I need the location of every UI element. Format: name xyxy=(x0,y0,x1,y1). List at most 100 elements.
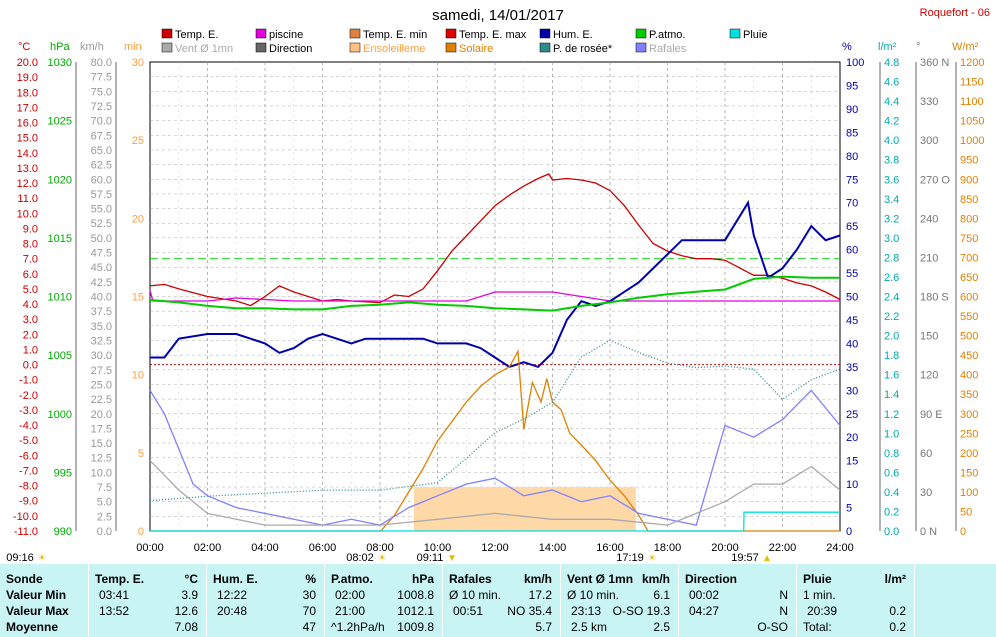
stats-table: Sonde Valeur Min Valeur Max Moyenne Temp… xyxy=(0,564,996,637)
dir-tick-label: 240 xyxy=(920,213,938,225)
hum-tick-label: 75 xyxy=(846,174,858,186)
solar-tick-label: 950 xyxy=(960,155,978,167)
temp-tick-label: 11.0 xyxy=(17,193,38,205)
hum-min-time: 12:22 xyxy=(217,588,248,602)
temp-tick-label: 16.0 xyxy=(17,118,38,130)
wind-tick-label: 37.5 xyxy=(91,306,112,318)
time-tick-label: 08:00 xyxy=(366,542,394,554)
hum-tick-label: 65 xyxy=(846,221,858,233)
temp-tick-label: 2.0 xyxy=(23,329,38,341)
min-tick-label: 25 xyxy=(132,135,144,147)
rain-tick-label: 1.6 xyxy=(884,370,899,382)
temp-tick-label: 14.0 xyxy=(17,148,38,160)
stats-header-temp: Temp. E. xyxy=(95,572,145,586)
wind-tick-label: 47.5 xyxy=(91,248,112,260)
rain-tick-label: 3.6 xyxy=(884,174,899,186)
temp-tick-label: -4.0 xyxy=(19,420,38,432)
legend-label: Temp. E. min xyxy=(363,29,427,41)
hum-tick-label: 30 xyxy=(846,385,858,397)
wind-tick-label: 35.0 xyxy=(91,321,112,333)
legend-label: Rafales xyxy=(649,43,687,55)
wind-tick-label: 55.0 xyxy=(91,204,112,216)
hum-tick-label: 25 xyxy=(846,409,858,421)
rain-tick-label: 1.0 xyxy=(884,428,899,440)
temp-tick-label: -5.0 xyxy=(19,435,38,447)
temp-tick-label: 15.0 xyxy=(17,133,38,145)
temp-tick-label: -2.0 xyxy=(19,390,38,402)
rain-tick-label: 0.6 xyxy=(884,467,899,479)
row-label-avg: Moyenne xyxy=(6,620,59,634)
dir-tick-label: 210 xyxy=(920,252,938,264)
solar-tick-label: 800 xyxy=(960,213,978,225)
stats-unit-hum: % xyxy=(305,572,316,586)
hum-tick-label: 50 xyxy=(846,292,858,304)
wind-tick-label: 12.5 xyxy=(91,453,112,465)
wind-tick-label: 15.0 xyxy=(91,438,112,450)
series-line-solaire xyxy=(150,348,840,532)
rain-tick-label: 2.6 xyxy=(884,272,899,284)
hum-tick-label: 70 xyxy=(846,198,858,210)
stats-header-gust: Rafales xyxy=(449,572,492,586)
station-name: Roquefort - 06 xyxy=(920,7,990,19)
hum-avg-value: 47 xyxy=(302,620,316,634)
solar-tick-label: 100 xyxy=(960,487,978,499)
rain-tick-label: 1.4 xyxy=(884,389,899,401)
legend-label: Temp. E. xyxy=(175,29,218,41)
temp-tick-label: -10.0 xyxy=(13,511,38,523)
event-label: 09:16 xyxy=(6,552,34,564)
hum-tick-label: 5 xyxy=(846,503,852,515)
stats-col-press: P.atmo. hPa 02:00 1008.8 21:00 1012.1 ^1… xyxy=(324,564,442,637)
press-tick-label: 1020 xyxy=(48,174,72,186)
wind-min-label: Ø 10 min. xyxy=(567,588,620,602)
stats-unit-press: hPa xyxy=(411,572,434,586)
hum-tick-label: 45 xyxy=(846,315,858,327)
temp-min-value: 3.9 xyxy=(181,588,198,602)
dir-min-time: 00:02 xyxy=(689,588,720,602)
stats-header-wind: Vent Ø 1mn xyxy=(567,572,634,586)
time-tick-label: 10:00 xyxy=(424,542,452,554)
stats-col-hum: Hum. E. % 12:22 30 20:48 70 47 xyxy=(206,564,324,637)
hum-tick-label: 90 xyxy=(846,104,858,116)
wind-tick-label: 32.5 xyxy=(91,335,112,347)
rain-tick-label: 1.8 xyxy=(884,350,899,362)
series-line-temp-e- xyxy=(149,173,841,307)
rain-tick-label: 0.2 xyxy=(884,506,899,518)
hum-max-time: 20:48 xyxy=(217,604,248,618)
min-tick-label: 15 xyxy=(132,292,144,304)
solar-tick-label: 1000 xyxy=(960,135,984,147)
solar-tick-label: 450 xyxy=(960,350,978,362)
temp-tick-label: 13.0 xyxy=(17,163,38,175)
stats-header-hum: Hum. E. xyxy=(213,572,258,586)
row-label-min: Valeur Min xyxy=(6,588,67,602)
wind-tick-label: 80.0 xyxy=(91,57,112,69)
row-label-max: Valeur Max xyxy=(6,604,69,618)
wind-tick-label: 77.5 xyxy=(91,72,112,84)
time-tick-label: 00:00 xyxy=(136,542,164,554)
temp-tick-label: 7.0 xyxy=(23,254,38,266)
temp-tick-label: -6.0 xyxy=(19,450,38,462)
press-trend: ^1.2hPa/h xyxy=(331,620,385,634)
hum-max-value: 70 xyxy=(302,604,316,618)
temp-tick-label: 17.0 xyxy=(17,102,38,114)
stats-col-wind: Vent Ø 1mn km/h Ø 10 min. 6.1 23:13 O-SO… xyxy=(560,564,678,637)
legend-label: Solaire xyxy=(459,43,493,55)
hum-tick-label: 10 xyxy=(846,479,858,491)
temp-tick-label: 20.0 xyxy=(17,57,38,69)
solar-tick-label: 1150 xyxy=(960,77,984,89)
wind-tick-label: 62.5 xyxy=(91,160,112,172)
wind-tick-label: 67.5 xyxy=(91,130,112,142)
hum-tick-label: 15 xyxy=(846,456,858,468)
temp-max-value: 12.6 xyxy=(174,604,198,618)
wind-tick-label: 25.0 xyxy=(91,379,112,391)
axis-unit-min: min xyxy=(124,41,142,53)
hum-tick-label: 20 xyxy=(846,432,858,444)
stats-col-temp: Temp. E. °C 03:41 3.9 13:52 12.6 7.08 xyxy=(88,564,206,637)
rain-tick-label: 0.0 xyxy=(884,526,899,538)
hum-min-value: 30 xyxy=(302,588,316,602)
hum-tick-label: 60 xyxy=(846,245,858,257)
temp-tick-label: 19.0 xyxy=(17,72,38,84)
wind-tick-label: 20.0 xyxy=(91,409,112,421)
event-label: 17:19 xyxy=(616,552,644,564)
hum-tick-label: 0 xyxy=(846,526,852,538)
temp-tick-label: 5.0 xyxy=(23,284,38,296)
